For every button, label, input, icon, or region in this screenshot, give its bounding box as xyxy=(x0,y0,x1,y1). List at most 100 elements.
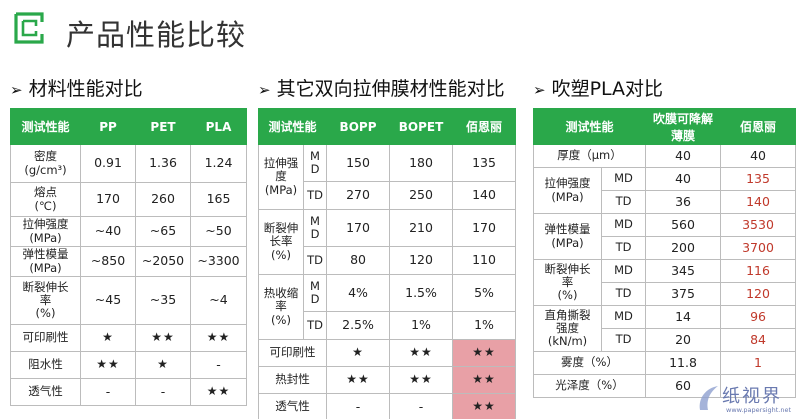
table-cell: 40 xyxy=(720,144,797,168)
table-cell: - xyxy=(135,378,191,406)
table-cell: 150 xyxy=(326,144,391,182)
table-cell: ★★ xyxy=(326,366,391,394)
table-cell: 11.8 xyxy=(645,351,722,375)
section-title-films: ➢ 其它双向拉伸膜材性能对比 xyxy=(258,78,505,100)
table-cell: 135 xyxy=(452,144,517,182)
table-cell: - xyxy=(190,351,247,379)
table-cell: 4% xyxy=(326,274,391,312)
arrow-right-icon: ➢ xyxy=(533,81,546,99)
logo-icon xyxy=(14,12,44,44)
row-label: 熔点 (℃) xyxy=(10,182,81,217)
table-cell: 80 xyxy=(326,246,391,275)
arrow-right-icon: ➢ xyxy=(10,81,23,99)
column-header: 测试性能 xyxy=(532,108,647,145)
column-header: PP xyxy=(80,108,136,145)
table-cell: 1% xyxy=(389,311,454,340)
section-title-blown-pla: ➢ 吹塑PLA对比 xyxy=(533,78,664,100)
table-row: TD 20 84 xyxy=(534,328,797,352)
table-row: 阻水性 ★★ ★ - xyxy=(10,351,247,379)
table-cell: 345 xyxy=(645,259,722,283)
table-cell: - xyxy=(326,393,391,419)
arrow-right-icon: ➢ xyxy=(258,81,271,99)
table-cell: 14 xyxy=(645,305,722,329)
row-label: 断裂伸长率(%) xyxy=(10,276,81,325)
table-cell: 1% xyxy=(452,311,517,340)
table-cell: 20 xyxy=(645,328,722,352)
row-label: 可印刷性 xyxy=(257,339,328,367)
direction-label: TD xyxy=(600,328,647,352)
table-cell: 260 xyxy=(135,182,191,217)
row-label: 密度 (g/cm³) xyxy=(10,144,81,183)
table-row: 拉伸强度 (MPa) ~40 ~65 ~50 xyxy=(10,216,247,247)
table-cell: 120 xyxy=(389,246,454,275)
table-cell: ★★ xyxy=(452,393,517,419)
table-row: TD 36 140 xyxy=(534,190,797,214)
table-row: TD 200 3700 xyxy=(534,236,797,260)
table-row: TD 2.5% 1% 1% xyxy=(259,311,517,340)
table-cell: 3700 xyxy=(720,236,797,260)
table-cell: 84 xyxy=(720,328,797,352)
table-cell: 1.36 xyxy=(135,144,191,183)
table-cell: 110 xyxy=(452,246,517,275)
table-row: 断裂伸长率 (%) ~45 ~35 ~4 xyxy=(10,276,247,325)
table-row: 直角撕裂 强度 (kN/m) MD 14 96 xyxy=(533,305,797,352)
table-cell: ~850 xyxy=(80,246,136,277)
table-cell xyxy=(720,374,797,398)
row-label: 弹性模量 (MPa) xyxy=(10,246,81,277)
table-cell: ★ xyxy=(80,324,136,352)
table-cell: 180 xyxy=(389,144,454,182)
table-row: 雾度（%） 11.8 1 xyxy=(532,351,797,375)
table-cell: 3530 xyxy=(720,213,797,237)
table-cell: ~40 xyxy=(80,216,136,247)
table-cell: 1.5% xyxy=(389,274,454,312)
table-cell: ★★ xyxy=(452,366,517,394)
table-cell: 1.24 xyxy=(190,144,247,183)
table-row: 厚度（μm） 40 40 xyxy=(532,144,797,168)
row-label: 拉伸强度 (MPa) xyxy=(10,216,81,247)
row-label: 光泽度（%） xyxy=(532,374,647,398)
column-header: 佰恩丽 xyxy=(720,108,797,145)
table-cell: ★★ xyxy=(389,339,454,367)
table-cell: 270 xyxy=(326,181,391,210)
table-row: 弹性模量 (MPa) MD 560 3530 xyxy=(533,213,797,260)
row-label: 透气性 xyxy=(257,393,328,419)
table-cell: ~4 xyxy=(190,276,247,325)
table-cell: 40 xyxy=(645,144,722,168)
direction-label: MD xyxy=(600,213,647,237)
row-label: 可印刷性 xyxy=(10,324,81,352)
table-cell: ★ xyxy=(326,339,391,367)
row-label: 弹性模量 (MPa) xyxy=(533,213,602,260)
table-cell: ★★ xyxy=(389,366,454,394)
table-row: 熔点 (℃) 170 260 165 xyxy=(10,182,247,217)
column-header: PET xyxy=(135,108,191,145)
row-label: 雾度（%） xyxy=(532,351,647,375)
direction-label: TD xyxy=(600,282,647,306)
table-row: 密度 (g/cm³) 0.91 1.36 1.24 xyxy=(10,144,247,183)
table-row: 热封性 ★★ ★★ ★★ xyxy=(257,366,517,394)
row-label: 拉伸强度 (MPa) xyxy=(258,144,304,210)
table-row: TD 80 120 110 xyxy=(259,246,517,275)
table-cell: 2.5% xyxy=(326,311,391,340)
row-label: 拉伸强度 (MPa) xyxy=(533,167,602,214)
table-cell: 375 xyxy=(645,282,722,306)
row-label: 热收缩率 (%) xyxy=(258,274,304,340)
table-cell: 170 xyxy=(452,209,517,247)
table-cell: ★ xyxy=(135,351,191,379)
table-cell: 140 xyxy=(720,190,797,214)
column-header: 测试性能 xyxy=(10,108,81,145)
row-label: 透气性 xyxy=(10,378,81,406)
table-cell: 250 xyxy=(389,181,454,210)
column-header: BOPET xyxy=(389,108,454,145)
row-label: 断裂伸长率(%) xyxy=(533,259,602,306)
table-cell: 96 xyxy=(720,305,797,329)
table-cell: ★★ xyxy=(452,339,517,367)
table-cell: 120 xyxy=(720,282,797,306)
direction-label: TD xyxy=(600,236,647,260)
row-label: 热封性 xyxy=(257,366,328,394)
direction-label: TD xyxy=(302,246,328,275)
table-cell: 1 xyxy=(720,351,797,375)
table-cell: ~45 xyxy=(80,276,136,325)
direction-label: TD xyxy=(600,190,647,214)
